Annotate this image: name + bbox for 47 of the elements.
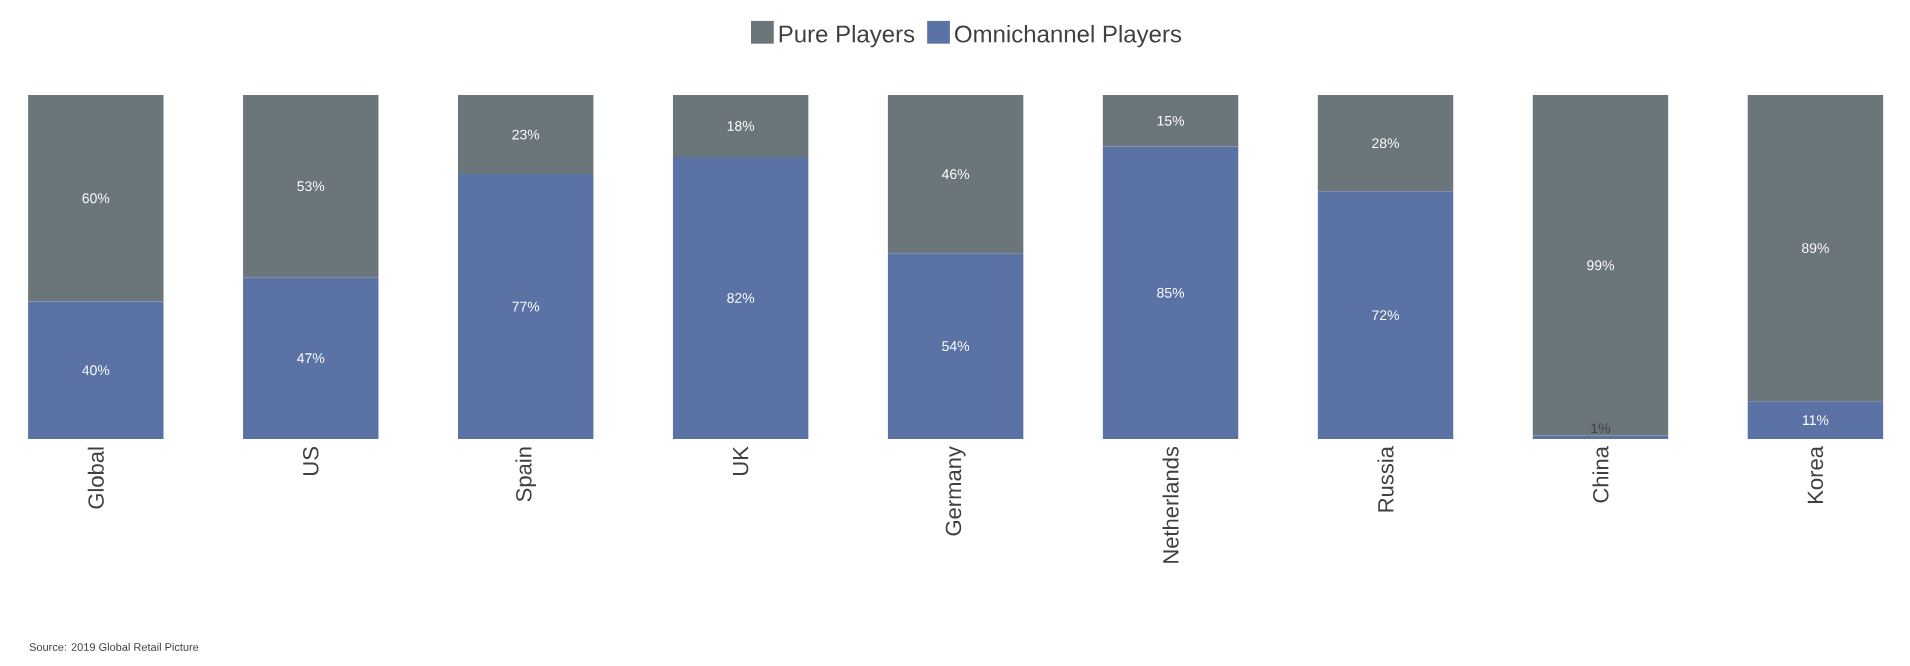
data-label: 40% (82, 365, 110, 376)
bar (458, 174, 594, 439)
legend-label: Omnichannel Players (955, 24, 1182, 48)
bar (1747, 401, 1884, 439)
bar (887, 253, 1024, 439)
bar (1747, 95, 1884, 402)
data-label: 85% (1157, 287, 1185, 298)
data-label: 47% (297, 353, 325, 364)
bar (28, 301, 164, 439)
x-tick-label: China (1592, 446, 1609, 503)
bar (1317, 95, 1454, 192)
data-label: 46% (941, 169, 970, 180)
x-tick-label: Russia (1377, 446, 1394, 512)
data-label: 82% (727, 293, 755, 303)
bar (1102, 95, 1239, 147)
data-label: 72% (1372, 310, 1400, 321)
data-label: 99% (1587, 260, 1614, 271)
bar (243, 277, 379, 439)
bar (1532, 95, 1669, 436)
source-note: Source: 2019 Global Retail Picture (29, 642, 199, 651)
bar (1317, 191, 1454, 439)
data-label: 28% (1372, 138, 1400, 149)
data-label: 15% (1157, 115, 1185, 126)
data-label: 18% (727, 121, 755, 131)
bar (28, 95, 164, 302)
bar (243, 95, 379, 278)
data-label: 11% (1803, 415, 1829, 425)
data-label: 60% (82, 193, 110, 204)
bar (672, 95, 809, 157)
bar (1102, 146, 1239, 439)
data-label: 54% (942, 341, 970, 352)
data-label: 1% (1591, 423, 1611, 434)
data-label: 77% (512, 301, 540, 312)
x-tick-label: Netherlands (1162, 446, 1179, 563)
data-label: 23% (512, 129, 540, 140)
data-label: 53% (297, 181, 325, 192)
x-tick-label: Korea (1807, 446, 1824, 503)
x-tick-label: US (302, 447, 319, 475)
data-label: 89% (1802, 243, 1829, 254)
legend-label: Pure Players (779, 24, 915, 48)
x-tick-label: Spain (515, 447, 536, 502)
bar (672, 156, 809, 439)
bar (887, 95, 1024, 254)
x-tick-label: Global (87, 447, 104, 509)
x-tick-label: Germany (945, 446, 966, 536)
bar (458, 95, 594, 175)
x-tick-label: UK (733, 446, 749, 475)
